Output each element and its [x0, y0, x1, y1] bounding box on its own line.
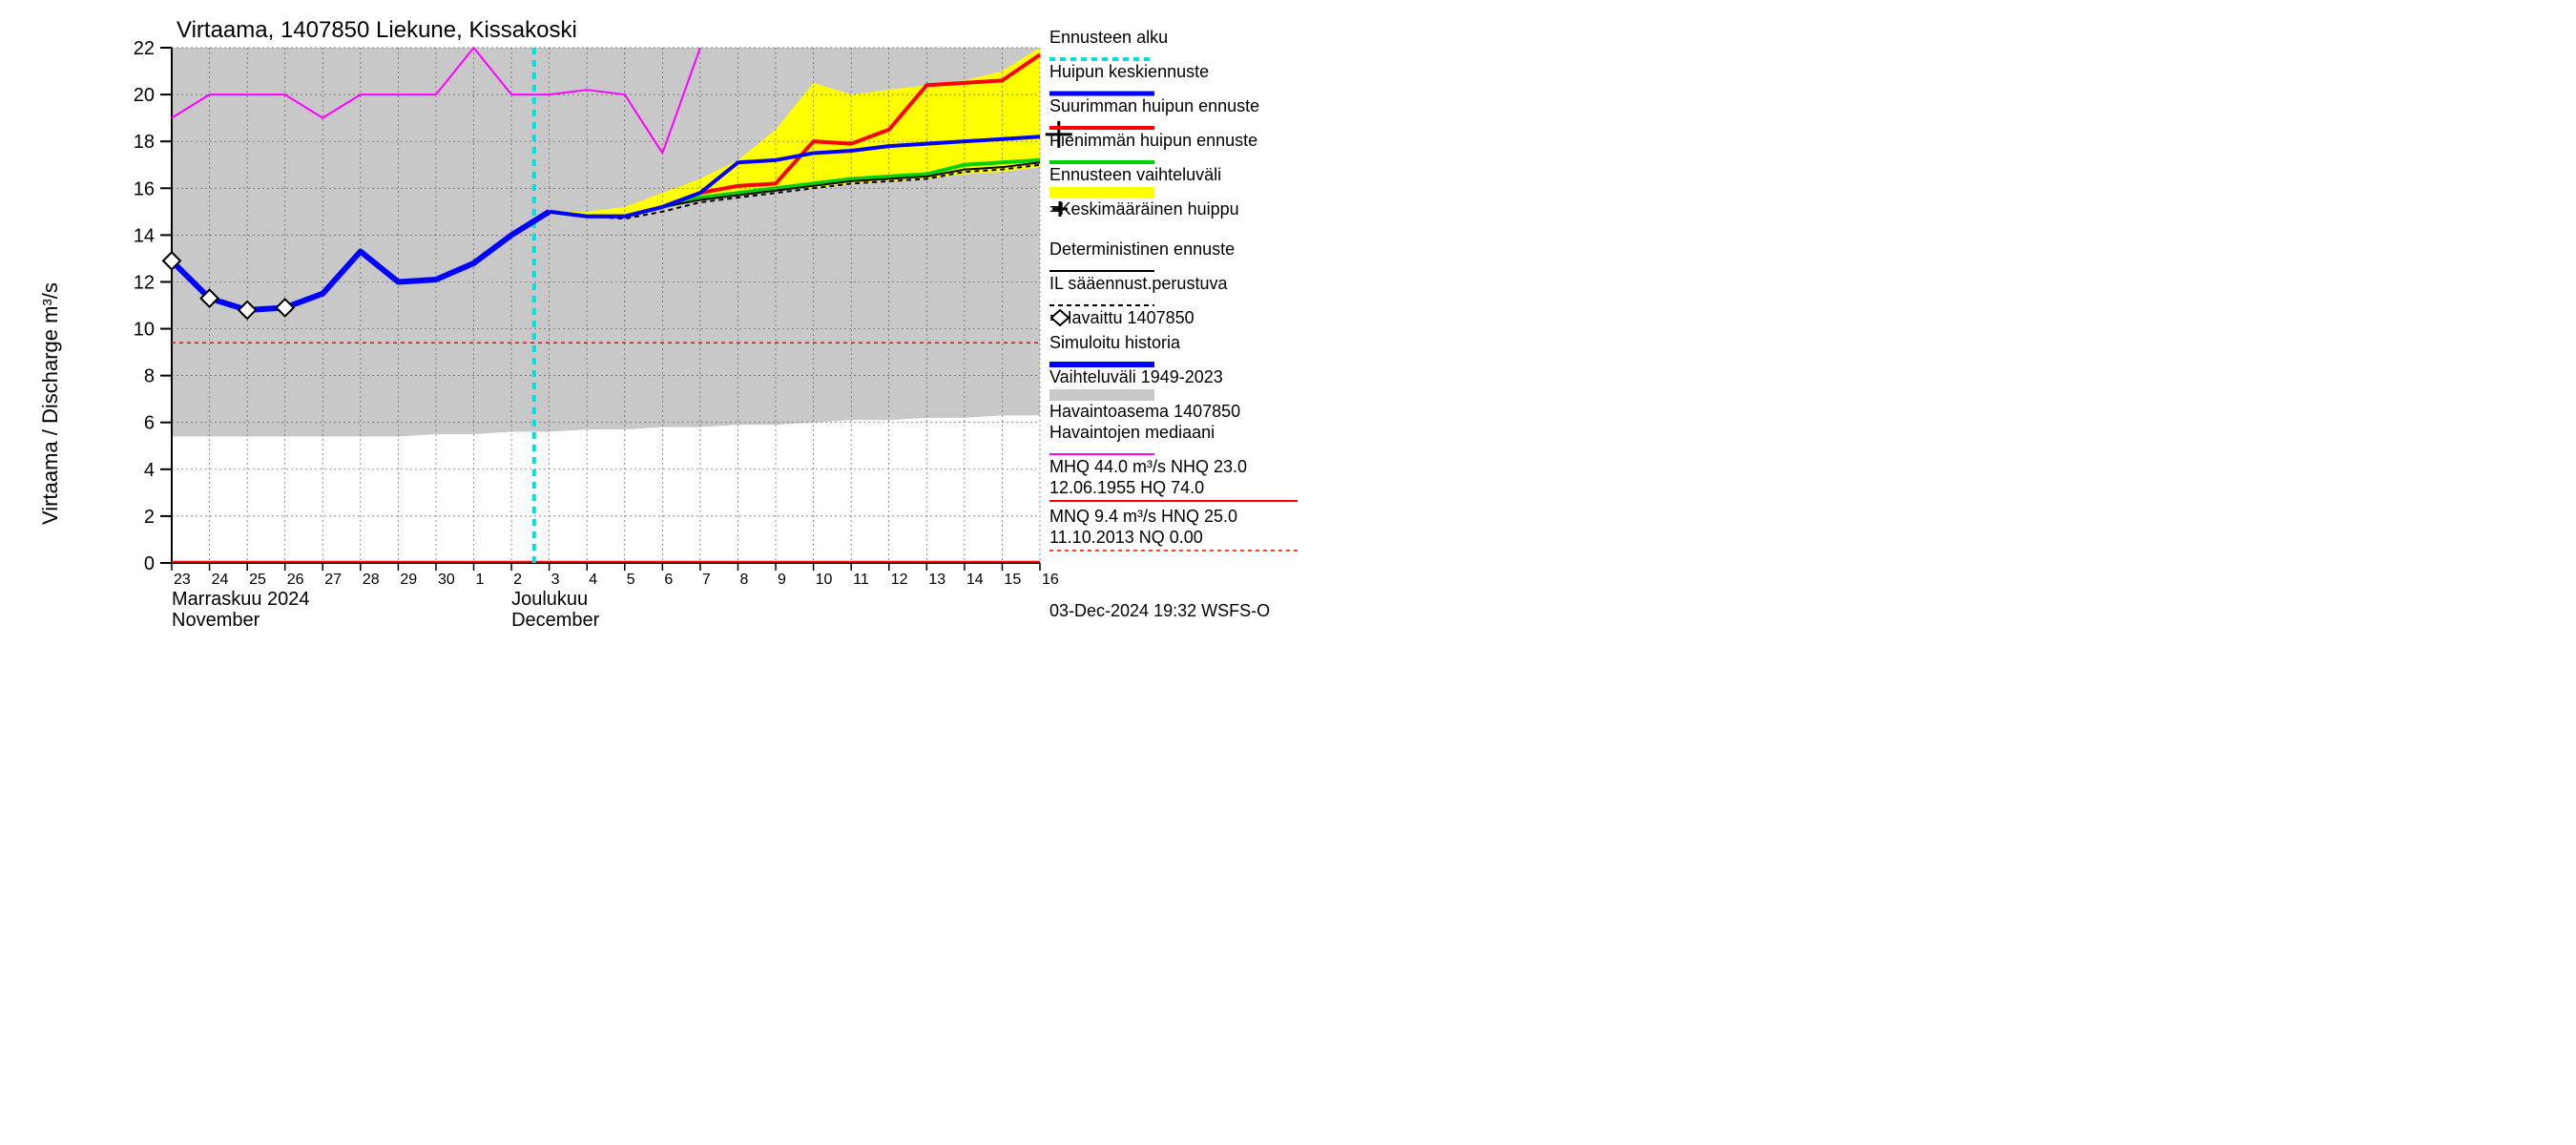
- legend-item: =Keskimääräinen huippu: [1049, 200, 1412, 219]
- xtick-label: 11: [853, 572, 869, 588]
- xtick-label: 29: [400, 572, 417, 588]
- legend-item: Havaintojen mediaani: [1049, 424, 1412, 443]
- legend-item: Huipun keskiennuste: [1049, 63, 1412, 82]
- x-month-label: Marraskuu 2024: [172, 589, 310, 610]
- ytick-label: 2: [144, 507, 155, 528]
- x-month-label: Joulukuu: [511, 589, 588, 610]
- xtick-label: 13: [928, 572, 945, 588]
- legend-item: Ennusteen alku: [1049, 29, 1412, 48]
- timestamp: 03-Dec-2024 19:32 WSFS-O: [1049, 601, 1270, 621]
- ytick-label: 16: [134, 178, 155, 199]
- legend-item: Havaintoasema 1407850: [1049, 403, 1412, 422]
- xtick-label: 27: [324, 572, 342, 588]
- legend-item: 11.10.2013 NQ 0.00: [1049, 529, 1412, 548]
- xtick-label: 1: [476, 572, 485, 588]
- ytick-label: 6: [144, 413, 155, 434]
- legend-item: 12.06.1955 HQ 74.0: [1049, 479, 1412, 498]
- ytick-label: 22: [134, 38, 155, 59]
- ytick-label: 10: [134, 320, 155, 341]
- x-month-label: November: [172, 610, 260, 631]
- xtick-label: 6: [664, 572, 673, 588]
- legend-item: Suurimman huipun ennuste: [1049, 97, 1412, 116]
- ytick-label: 18: [134, 132, 155, 153]
- xtick-label: 24: [212, 572, 229, 588]
- xtick-label: 8: [739, 572, 748, 588]
- xtick-label: 5: [627, 572, 635, 588]
- xtick-label: 14: [966, 572, 984, 588]
- legend-item: Simuloitu historia: [1049, 334, 1412, 353]
- xtick-label: 28: [363, 572, 380, 588]
- plot-area: 0246810121416182022232425262728293012345…: [0, 0, 1078, 649]
- xtick-label: 4: [589, 572, 597, 588]
- xtick-label: 2: [513, 572, 522, 588]
- legend-item: Ennusteen vaihteluväli: [1049, 166, 1412, 185]
- xtick-label: 10: [816, 572, 833, 588]
- legend-item: Vaihteluväli 1949-2023: [1049, 368, 1412, 387]
- chart-container: Virtaama, 1407850 Liekune, Kissakoski Vi…: [0, 0, 1431, 639]
- x-month-label: December: [511, 610, 600, 631]
- ytick-label: 12: [134, 272, 155, 293]
- xtick-label: 7: [702, 572, 711, 588]
- legend-item: Pienimmän huipun ennuste: [1049, 132, 1412, 151]
- xtick-label: 30: [438, 572, 455, 588]
- xtick-label: 15: [1004, 572, 1021, 588]
- legend-item: IL sääennust.perustuva: [1049, 275, 1412, 294]
- legend-item: =Havaittu 1407850: [1049, 309, 1412, 328]
- ytick-label: 8: [144, 366, 155, 387]
- legend-item: MHQ 44.0 m³/s NHQ 23.0: [1049, 458, 1412, 477]
- xtick-label: 3: [551, 572, 560, 588]
- ytick-label: 4: [144, 460, 155, 481]
- xtick-label: 26: [287, 572, 304, 588]
- xtick-label: 23: [174, 572, 191, 588]
- ytick-label: 20: [134, 85, 155, 106]
- xtick-label: 12: [891, 572, 908, 588]
- xtick-label: 9: [778, 572, 786, 588]
- legend-item: MNQ 9.4 m³/s HNQ 25.0: [1049, 508, 1412, 527]
- xtick-label: 25: [249, 572, 266, 588]
- ytick-label: 14: [134, 225, 155, 246]
- xtick-label: 16: [1042, 572, 1059, 588]
- legend-item: Deterministinen ennuste: [1049, 240, 1412, 260]
- ytick-label: 0: [144, 553, 155, 574]
